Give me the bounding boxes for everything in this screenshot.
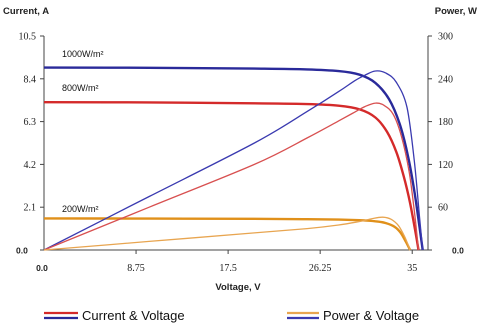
y-left-axis-title: Current, A bbox=[3, 6, 49, 17]
current-curve-1000w-m- bbox=[43, 66, 424, 251]
y-right-tick-label: 60 bbox=[438, 203, 448, 214]
x-tick-label: 35 bbox=[407, 263, 417, 274]
y-left-tick-label: 2.1 bbox=[24, 203, 37, 214]
power-curve-power-4 bbox=[43, 102, 420, 251]
power-curve-power-3 bbox=[43, 70, 424, 251]
curve-label-200w-m-: 200W/m² bbox=[62, 204, 99, 214]
power-curve-power-5 bbox=[43, 216, 411, 251]
y-right-tick-label: 240 bbox=[438, 74, 453, 85]
curve-labels: 1000W/m² 800W/m² 200W/m² bbox=[62, 49, 104, 214]
legend-entry-label: Current & Voltage bbox=[82, 308, 185, 323]
curve-label-1000w-m-: 1000W/m² bbox=[62, 49, 104, 59]
x-tick-label: 17.5 bbox=[219, 263, 237, 274]
x-tick-label: 8.75 bbox=[127, 263, 145, 274]
x-ticks: 0.0 8.75 17.5 26.25 35 bbox=[36, 250, 417, 274]
x-axis-title: Voltage, V bbox=[215, 282, 261, 293]
y-right-tick-label: 120 bbox=[438, 160, 453, 171]
y-left-tick-label: 8.4 bbox=[24, 74, 37, 85]
y-left-tick-label: 6.3 bbox=[24, 117, 37, 128]
y-left-tick-label: 0.0 bbox=[16, 246, 28, 256]
x-tick-label: 26.25 bbox=[309, 263, 332, 274]
y-right-tick-label: 180 bbox=[438, 117, 453, 128]
curves bbox=[43, 66, 424, 251]
y-left-tick-label: 4.2 bbox=[24, 160, 37, 171]
y-left-tick-label: 10.5 bbox=[19, 32, 37, 43]
legend-entry-label: Power & Voltage bbox=[323, 308, 419, 323]
y-right-ticks: 0.0 60 120 180 240 300 bbox=[428, 32, 464, 256]
current-curve-200w-m- bbox=[43, 217, 412, 251]
current-curve-800w-m- bbox=[43, 101, 420, 251]
x-tick-label: 0.0 bbox=[36, 263, 48, 273]
y-right-tick-label: 300 bbox=[438, 32, 453, 43]
y-left-ticks: 0.0 2.1 4.2 6.3 8.4 10.5 bbox=[16, 32, 44, 256]
y-right-axis-title: Power, W bbox=[435, 6, 477, 17]
legend: Current & Voltage Power & Voltage bbox=[44, 308, 419, 323]
curve-label-800w-m-: 800W/m² bbox=[62, 83, 99, 93]
y-right-tick-label: 0.0 bbox=[452, 246, 464, 256]
